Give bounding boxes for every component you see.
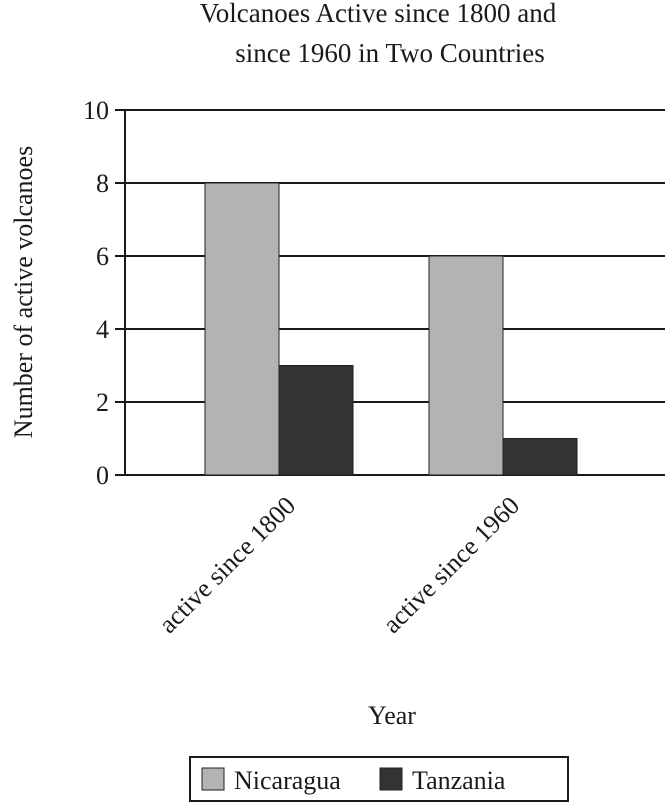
y-tick-label: 0: [96, 461, 109, 490]
x-tick-label: active since 1800: [153, 491, 301, 639]
x-axis-label: Year: [368, 701, 416, 730]
chart-title: Volcanoes Active since 1800 and: [200, 0, 557, 28]
bar: [204, 182, 280, 476]
y-tick-label: 10: [83, 96, 109, 125]
bar: [428, 255, 504, 476]
legend-box: [189, 756, 569, 802]
legend-label: Nicaragua: [234, 766, 341, 795]
x-tick-label: active since 1960: [377, 491, 525, 639]
legend-swatch: [201, 767, 225, 791]
y-tick-label: 6: [96, 242, 109, 271]
bar: [502, 438, 578, 476]
y-tick-label: 4: [96, 315, 109, 344]
bar: [278, 365, 354, 476]
chart-title: since 1960 in Two Countries: [235, 38, 545, 68]
legend-label: Tanzania: [412, 766, 506, 795]
y-axis-label: Number of active volcanoes: [9, 146, 38, 438]
y-tick-label: 8: [96, 169, 109, 198]
legend-swatch: [379, 767, 403, 791]
y-tick-label: 2: [96, 388, 109, 417]
